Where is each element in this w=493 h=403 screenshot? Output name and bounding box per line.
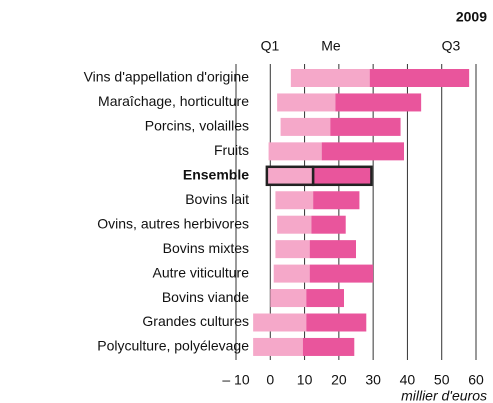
category-label: Porcins, volailles xyxy=(145,118,249,134)
category-label: Ovins, autres herbivores xyxy=(97,215,249,231)
chart-title: 2009 xyxy=(456,9,487,25)
range-bar xyxy=(253,337,303,356)
category-label: Vins d'appellation d'origine xyxy=(84,69,250,85)
category-label: Grandes cultures xyxy=(142,313,249,329)
range-bar xyxy=(277,93,336,112)
range-bar xyxy=(280,117,331,136)
category-label: Bovins viande xyxy=(162,289,249,305)
range-bar xyxy=(253,313,307,332)
x-axis-label: millier d'euros xyxy=(401,388,487,403)
range-bar xyxy=(268,142,322,161)
legend-label: Q3 xyxy=(442,38,461,54)
x-tick-label: 40 xyxy=(400,372,416,388)
legend-label: Me xyxy=(321,38,341,54)
category-label: Polyculture, polyélevage xyxy=(97,338,249,354)
range-bar xyxy=(335,93,422,112)
range-bar xyxy=(270,289,307,308)
range-bar xyxy=(330,117,401,136)
category-label: Fruits xyxy=(214,142,249,158)
category-label: Bovins lait xyxy=(185,191,249,207)
range-bar xyxy=(275,191,314,210)
x-tick-label: 10 xyxy=(297,372,313,388)
range-bar xyxy=(311,165,373,187)
range-bar xyxy=(275,240,310,259)
x-tick-label: 50 xyxy=(434,372,450,388)
range-bar xyxy=(306,289,344,308)
category-label: Ensemble xyxy=(183,167,249,183)
category-label: Autre viticulture xyxy=(153,264,250,280)
range-bar xyxy=(277,215,312,234)
range-bar xyxy=(273,264,310,283)
range-bar xyxy=(309,240,356,259)
x-tick-label: – 10 xyxy=(222,372,249,388)
x-tick-label: 30 xyxy=(365,372,381,388)
range-bar xyxy=(321,142,404,161)
range-bar xyxy=(306,313,367,332)
category-label: Maraîchage, horticulture xyxy=(98,93,249,109)
range-bar xyxy=(302,337,355,356)
range-bar xyxy=(309,264,374,283)
range-bar xyxy=(265,165,315,187)
range-bar xyxy=(313,191,360,210)
x-tick-label: 60 xyxy=(468,372,484,388)
category-label: Bovins mixtes xyxy=(163,240,249,256)
range-bar xyxy=(311,215,346,234)
range-bar xyxy=(369,69,470,87)
legend-label: Q1 xyxy=(261,38,280,54)
x-tick-label: 0 xyxy=(266,372,274,388)
range-bar xyxy=(290,69,370,87)
x-tick-label: 20 xyxy=(331,372,347,388)
